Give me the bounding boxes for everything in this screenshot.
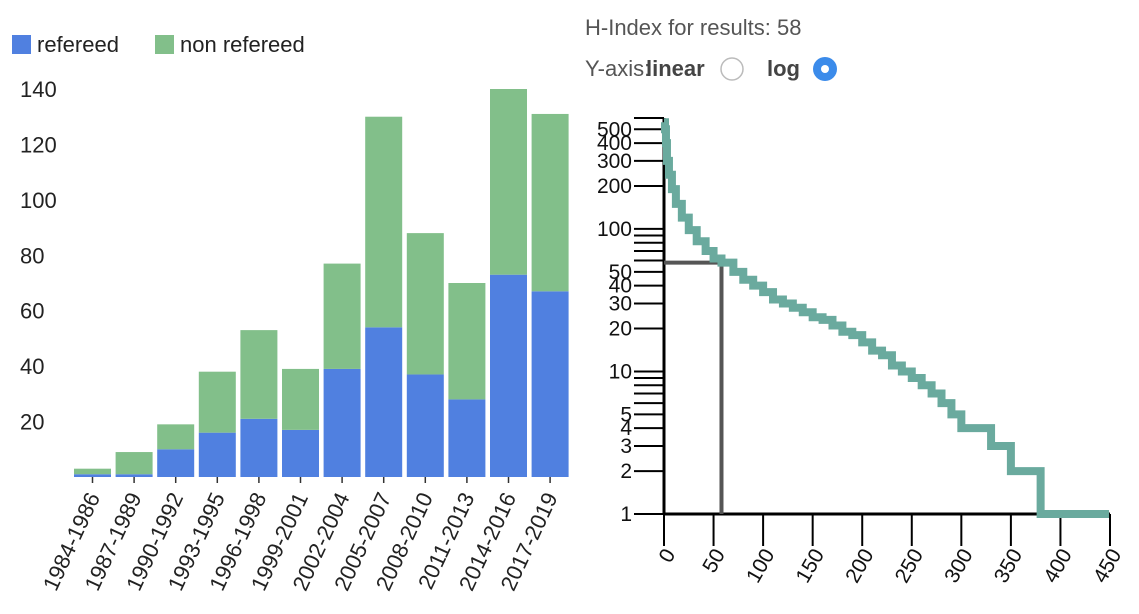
bar-non-refereed — [74, 468, 111, 475]
y-tick-label: 5 — [620, 403, 632, 426]
y-tick-label: 10 — [609, 360, 632, 383]
y-tick-label: 30 — [609, 292, 632, 315]
bar-non-refereed — [406, 233, 444, 375]
x-tick-label: 350 — [990, 545, 1027, 587]
bar-non-refereed — [282, 368, 319, 430]
y-tick-label: 200 — [597, 175, 632, 198]
bar-refereed — [115, 474, 153, 477]
x-tick-label: 50 — [698, 545, 730, 577]
y-tick-label: 60 — [20, 299, 44, 324]
bar-non-refereed — [115, 452, 153, 475]
y-tick-label: 3 — [620, 435, 632, 458]
x-tick-label: 300 — [940, 545, 977, 587]
y-tick-label: 140 — [20, 77, 57, 102]
y-tick-label: 400 — [597, 132, 632, 155]
y-tick-label: 4 — [620, 417, 632, 440]
hindex-label: H-Index for results: 58 — [585, 15, 801, 40]
legend-swatch-non-refereed — [155, 35, 174, 54]
bar-non-refereed — [531, 113, 569, 292]
x-tick-label: 250 — [891, 545, 928, 587]
x-tick-label: 150 — [792, 545, 829, 587]
legend-label-non-refereed: non refereed — [180, 32, 305, 57]
bar-refereed — [406, 374, 444, 477]
bar-refereed — [490, 274, 527, 477]
linear-label: linear — [646, 56, 705, 81]
y-tick-label: 100 — [597, 218, 632, 241]
y-tick-label: 20 — [20, 410, 44, 435]
y-tick-label: 1 — [620, 503, 632, 526]
y-tick-label: 40 — [20, 354, 44, 379]
log-label: log — [767, 56, 800, 81]
log-radio-dot — [821, 65, 829, 73]
x-tick-label: 400 — [1039, 545, 1076, 587]
bar-non-refereed — [323, 263, 361, 369]
y-tick-label: 20 — [609, 318, 632, 341]
x-tick-label: 0 — [655, 545, 681, 567]
y-tick-label: 120 — [20, 132, 57, 157]
bar-non-refereed — [448, 283, 486, 400]
bar-chart: 204060801001201401984-19861987-19891990-… — [20, 77, 569, 594]
bar-non-refereed — [240, 330, 278, 419]
bar-refereed — [531, 291, 569, 477]
h-index-curve — [660, 118, 1110, 518]
y-tick-label: 80 — [20, 243, 44, 268]
bar-refereed — [74, 474, 111, 477]
y-tick-label: 300 — [597, 150, 632, 173]
bar-refereed — [157, 449, 195, 477]
bar-non-refereed — [365, 116, 403, 328]
legend-swatch-refereed — [12, 35, 31, 54]
x-tick-label: 100 — [742, 545, 779, 587]
yaxis-label: Y-axis: — [585, 56, 650, 81]
bar-non-refereed — [157, 424, 195, 450]
x-tick-label: 450 — [1089, 545, 1126, 587]
bar-non-refereed — [490, 89, 527, 275]
h-index-guide — [664, 260, 724, 514]
y-tick-label: 50 — [609, 261, 632, 284]
y-tick-label: 500 — [597, 118, 632, 141]
bar-refereed — [198, 432, 236, 477]
bar-refereed — [448, 399, 486, 477]
bar-refereed — [323, 368, 361, 477]
legend: refereed non refereed — [12, 32, 305, 57]
y-tick-label: 40 — [609, 275, 632, 298]
x-tick-label: 200 — [841, 545, 878, 587]
bar-refereed — [365, 327, 403, 477]
y-tick-label: 100 — [20, 188, 57, 213]
bar-non-refereed — [198, 371, 236, 433]
bar-refereed — [240, 418, 278, 477]
bar-refereed — [282, 429, 319, 477]
y-tick-label: 2 — [620, 460, 632, 483]
linear-radio[interactable] — [720, 57, 744, 81]
legend-label-refereed: refereed — [37, 32, 119, 57]
log-radio[interactable] — [813, 57, 837, 81]
